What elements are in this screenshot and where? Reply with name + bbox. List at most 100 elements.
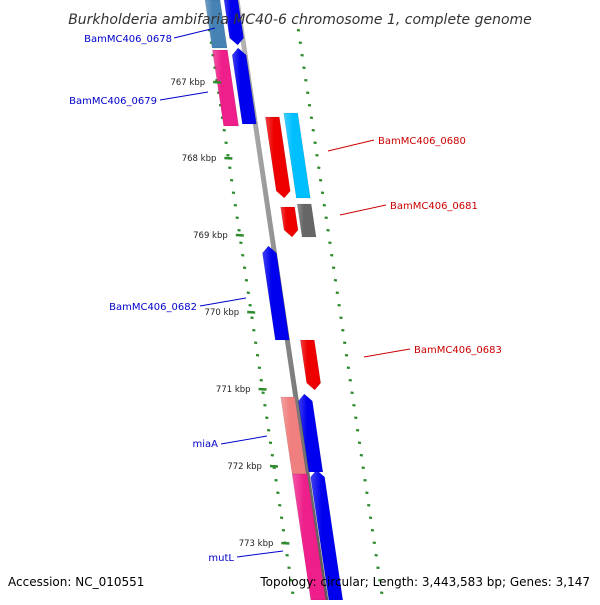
- gc-dot-inner: [287, 566, 291, 570]
- gc-dot-inner: [266, 428, 271, 432]
- kbp-tick-mark: [247, 310, 256, 314]
- gc-dot-inner: [261, 391, 265, 395]
- gc-dot-inner: [250, 316, 254, 320]
- kbp-tick-label: 767 kbp: [170, 78, 205, 88]
- gc-dot-inner: [233, 203, 238, 207]
- gene-leader-line: [220, 435, 268, 445]
- gene-feature: [212, 49, 239, 127]
- kbp-tick-mark: [258, 387, 267, 391]
- kbp-tick-label: 773 kbp: [239, 539, 274, 549]
- gc-dot-outer: [307, 103, 312, 107]
- gc-dot-outer: [337, 303, 341, 307]
- gc-dot-inner: [241, 253, 245, 257]
- gc-dot-outer: [320, 191, 325, 195]
- gc-dot-outer: [348, 378, 352, 382]
- gc-dot-inner: [231, 191, 236, 195]
- gc-dot-inner: [259, 378, 263, 382]
- gc-dot-inner: [244, 278, 249, 282]
- kbp-tick-mark: [224, 156, 233, 160]
- gc-dot-outer: [343, 341, 347, 345]
- gene-label: BamMC406_0678: [84, 34, 172, 45]
- gc-dot-outer: [333, 278, 338, 282]
- gene-label: BamMC406_0680: [378, 136, 466, 147]
- gc-dot-inner: [289, 578, 293, 582]
- gene-label: mutL: [208, 553, 234, 564]
- gc-dot-inner: [226, 153, 230, 157]
- genome-summary: Topology: circular; Length: 3,443,583 bp…: [260, 575, 590, 589]
- gc-dot-inner: [257, 366, 262, 370]
- gene-feature: [262, 245, 290, 341]
- gene-leader-line: [339, 204, 387, 216]
- gc-dot-inner: [268, 441, 273, 445]
- gc-dot-outer: [368, 516, 373, 520]
- gene-leader-line: [327, 139, 375, 152]
- gene-feature: [223, 0, 244, 46]
- gc-dot-inner: [276, 491, 280, 495]
- gc-dot-outer: [346, 366, 351, 370]
- gc-dot-inner: [270, 453, 275, 457]
- gc-dot-inner: [237, 228, 241, 232]
- gc-dot-inner: [272, 466, 276, 470]
- gc-dot-outer: [352, 403, 356, 407]
- gene-leader-line: [199, 297, 247, 307]
- gc-dot-inner: [252, 328, 256, 332]
- gene-feature: [280, 206, 299, 238]
- gc-dot-outer: [365, 491, 369, 495]
- gene-label: BamMC406_0682: [109, 302, 197, 313]
- gc-dot-outer: [374, 553, 378, 557]
- gc-dot-inner: [229, 178, 234, 182]
- gc-dot-outer: [341, 328, 345, 332]
- gc-dot-inner: [228, 166, 232, 170]
- gc-dot-outer: [298, 41, 302, 45]
- gc-dot-outer: [359, 453, 364, 457]
- gc-dot-inner: [291, 591, 295, 595]
- gc-dot-outer: [339, 316, 343, 320]
- gc-dot-outer: [300, 53, 304, 57]
- map-title: Burkholderia ambifaria MC40-6 chromosome…: [68, 12, 532, 28]
- gene-label: BamMC406_0683: [414, 345, 502, 356]
- gc-dot-outer: [322, 203, 327, 207]
- gc-dot-outer: [354, 416, 358, 420]
- gene-feature: [283, 112, 311, 199]
- gc-dot-outer: [380, 591, 384, 595]
- gene-leader-line: [173, 27, 216, 39]
- gene-leader-line: [363, 348, 411, 358]
- kbp-tick-mark: [281, 541, 290, 545]
- gene-label: miaA: [193, 439, 219, 450]
- gc-dot-outer: [378, 578, 382, 582]
- gc-dot-outer: [361, 466, 365, 470]
- gc-dot-inner: [246, 291, 250, 295]
- gc-dot-outer: [330, 253, 334, 257]
- gc-dot-inner: [235, 216, 239, 220]
- gc-dot-outer: [335, 291, 339, 295]
- gc-dot-outer: [357, 441, 362, 445]
- gc-dot-inner: [254, 341, 258, 345]
- gc-dot-outer: [355, 428, 360, 432]
- gc-dot-outer: [315, 153, 319, 157]
- gc-dot-inner: [255, 353, 260, 357]
- gene-feature: [231, 47, 257, 125]
- gc-dot-inner: [265, 416, 269, 420]
- accession-label: Accession: NC_010551: [8, 575, 145, 589]
- gene-feature: [296, 203, 317, 238]
- kbp-tick-mark: [235, 233, 244, 237]
- gc-dot-inner: [242, 266, 247, 270]
- gene-feature: [204, 0, 228, 49]
- gc-dot-outer: [306, 91, 310, 95]
- gc-dot-outer: [311, 128, 315, 132]
- kbp-tick-mark: [213, 80, 222, 84]
- gene-label: BamMC406_0681: [390, 201, 478, 212]
- gc-dot-inner: [224, 141, 228, 145]
- gc-dot-tracks: [207, 28, 384, 595]
- gene-label: BamMC406_0679: [69, 96, 157, 107]
- gc-dot-outer: [318, 178, 323, 182]
- gc-dot-inner: [278, 503, 282, 507]
- gc-dot-outer: [317, 166, 321, 170]
- gc-dot-inner: [263, 403, 267, 407]
- gc-dot-outer: [370, 528, 375, 532]
- gc-dot-outer: [363, 478, 367, 482]
- kbp-tick-label: 771 kbp: [216, 385, 251, 395]
- gc-dot-outer: [313, 141, 317, 145]
